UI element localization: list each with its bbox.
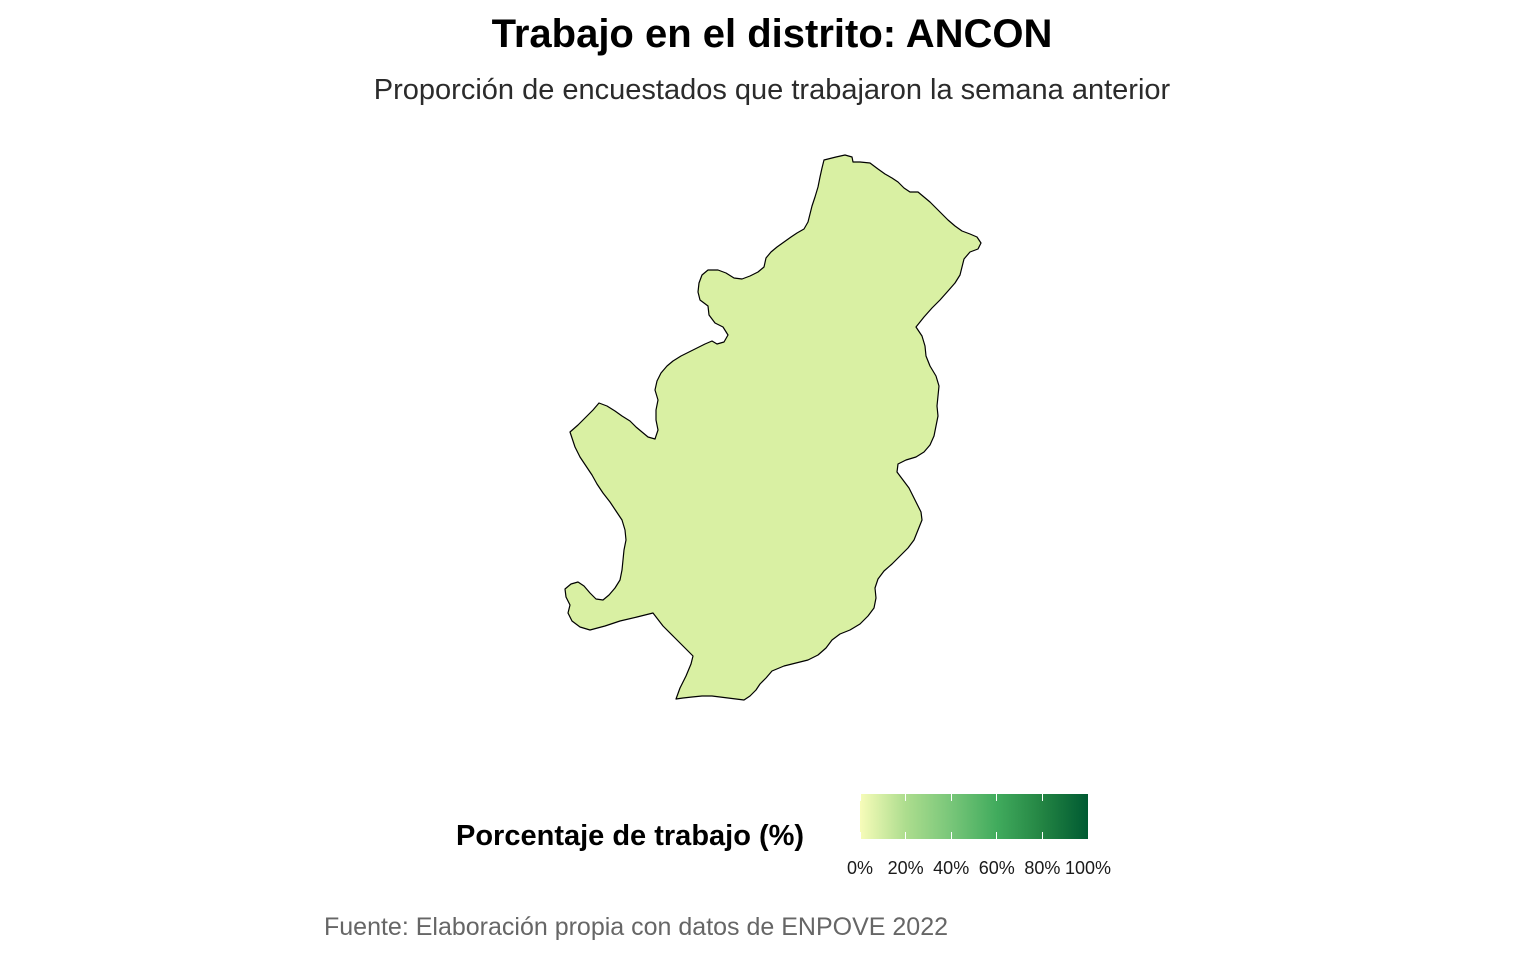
legend-tick-bottom: [1087, 832, 1089, 839]
legend-label: 40%: [933, 858, 970, 878]
legend-title: Porcentaje de trabajo (%): [456, 820, 805, 852]
legend-label: 20%: [887, 858, 924, 878]
chart-caption: Fuente: Elaboración propia con datos de …: [324, 913, 949, 941]
legend-label: 100%: [1064, 858, 1112, 878]
legend-tick-bottom: [1041, 832, 1043, 839]
legend-tick-top: [1041, 794, 1043, 801]
legend-label: 60%: [978, 858, 1015, 878]
legend-tick-bottom: [996, 832, 998, 839]
chart-title: Trabajo en el distrito: ANCON: [491, 12, 1053, 56]
legend-label: 0%: [846, 858, 874, 878]
legend-tick-top: [996, 794, 998, 801]
legend-tick-bottom: [859, 832, 861, 839]
legend-tick-top: [1087, 794, 1089, 801]
legend-label: 80%: [1024, 858, 1061, 878]
legend-tick-top: [950, 794, 952, 801]
legend-tick-bottom: [905, 832, 907, 839]
legend-color-bar: [860, 794, 1088, 839]
legend-tick-bottom: [950, 832, 952, 839]
legend-tick-top: [859, 794, 861, 801]
district-polygon-ancon: [564, 154, 982, 701]
chart-subtitle: Proporción de encuestados que trabajaron…: [373, 74, 1171, 106]
legend-tick-top: [905, 794, 907, 801]
